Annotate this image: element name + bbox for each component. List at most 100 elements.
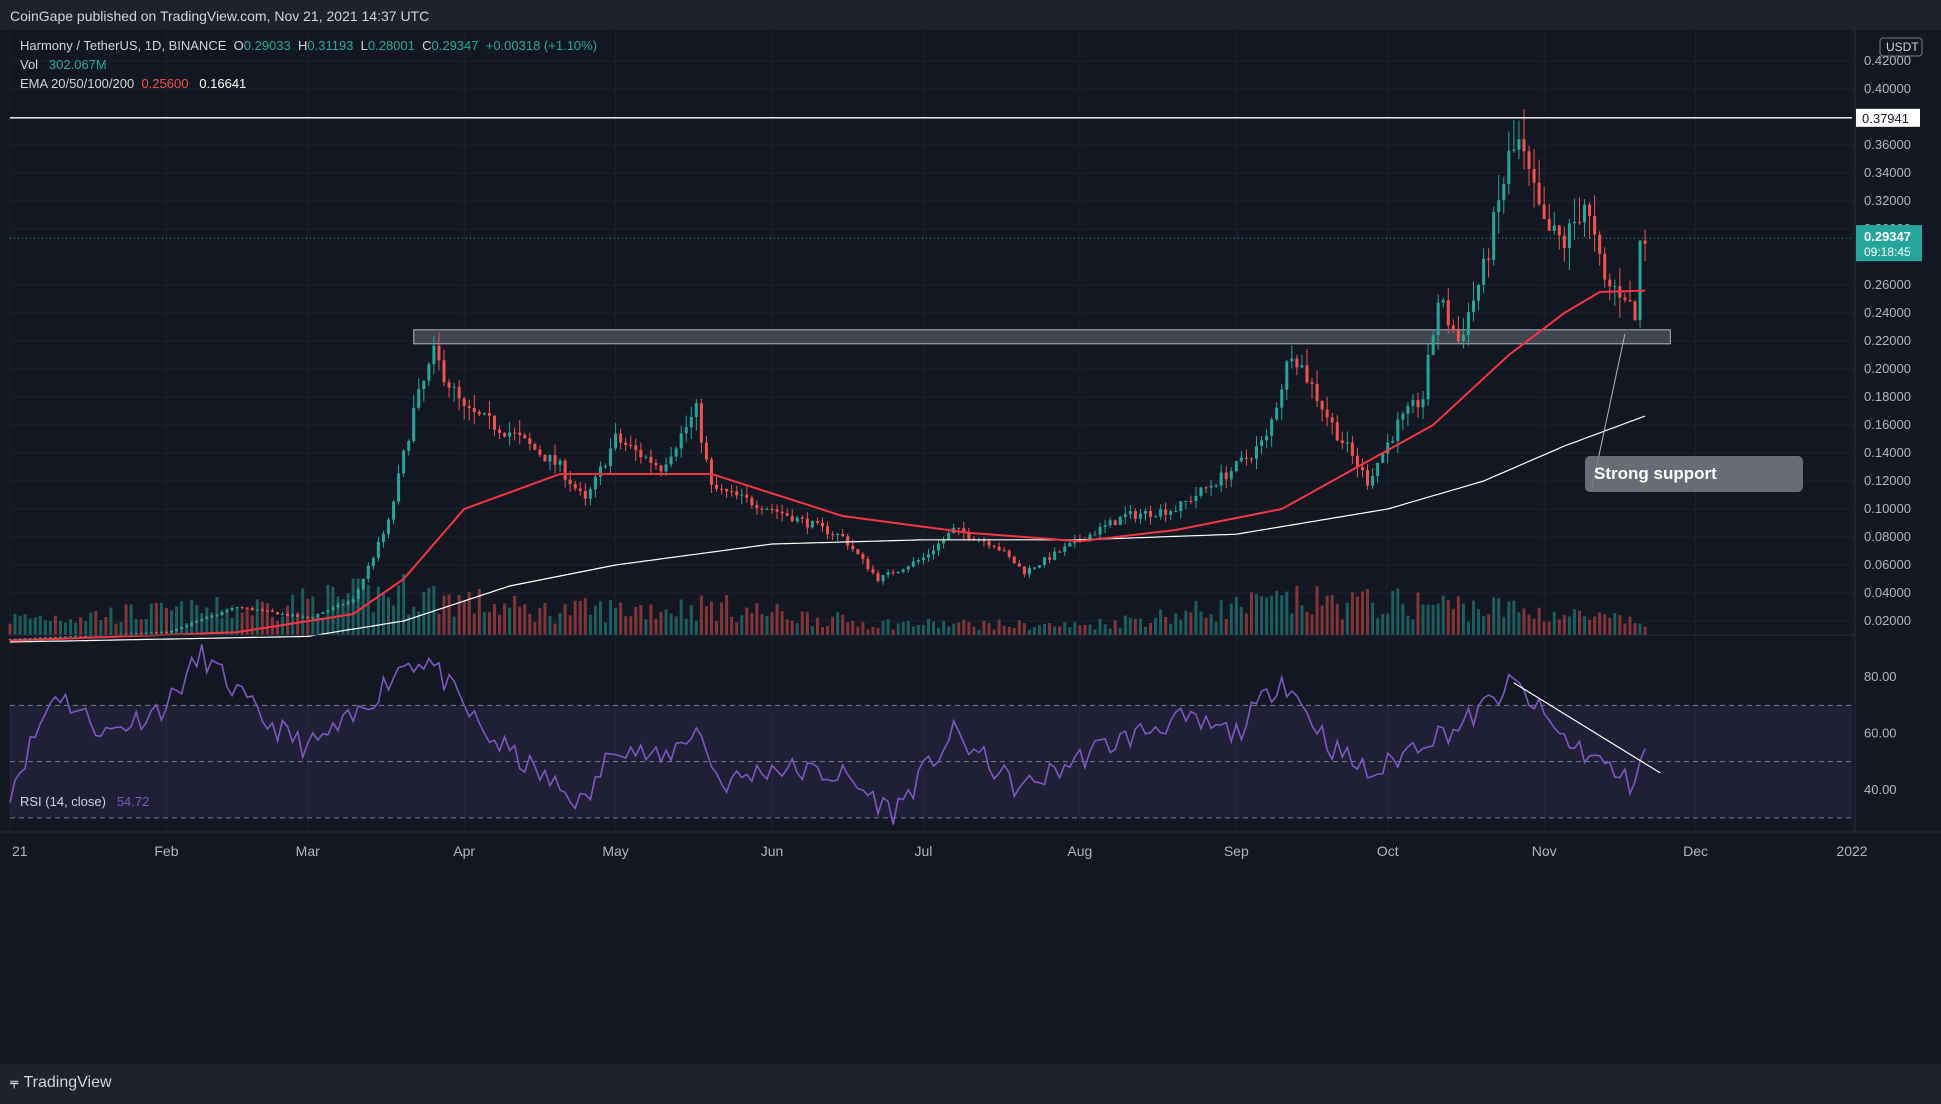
volume-bar <box>1497 598 1501 635</box>
volume-bar <box>598 601 602 635</box>
volume-bar <box>1189 612 1193 635</box>
volume-bar <box>750 612 754 635</box>
volume-bar <box>593 605 597 635</box>
candle-body <box>492 415 496 430</box>
volume-bar <box>603 622 607 635</box>
candle-body <box>18 638 22 640</box>
candle-body <box>735 491 739 496</box>
candle-body <box>654 462 658 466</box>
volume-bar <box>482 612 486 635</box>
countdown-label: 09:18:45 <box>1864 245 1911 259</box>
volume-bar <box>957 622 961 635</box>
volume-bar <box>972 626 976 635</box>
candle-body <box>149 632 153 634</box>
current-price-tag <box>1856 225 1922 262</box>
volume-bar <box>1098 618 1102 635</box>
candle-body <box>523 435 527 439</box>
candle-body <box>462 398 466 406</box>
candle-body <box>1441 300 1445 303</box>
candle-body <box>997 546 1001 551</box>
candle-body <box>1643 240 1647 244</box>
candle-body <box>1022 566 1026 575</box>
candle-body <box>215 614 219 616</box>
candle-body <box>1270 419 1274 436</box>
candle-body <box>947 533 951 540</box>
candle-body <box>1300 365 1304 368</box>
volume-bar <box>185 622 189 635</box>
candle-body <box>538 449 542 456</box>
volume-bar <box>1628 616 1632 635</box>
rsi-trendline <box>1513 682 1661 774</box>
volume-bar <box>1330 595 1334 635</box>
candle-body <box>336 604 340 608</box>
volume-bar <box>992 629 996 635</box>
price-chart[interactable]: Strong support 0.42000 0.40000 0.36000 0.34… <box>0 30 1941 1064</box>
volume-bar <box>790 620 794 635</box>
candle-body <box>498 429 502 433</box>
candle-body <box>1133 511 1137 519</box>
change-value: +0.00318 (+1.10%) <box>485 38 598 53</box>
volume-bar <box>1557 619 1561 635</box>
candle-body <box>386 519 390 534</box>
volume-bar <box>649 604 653 635</box>
rsi-value: 54.72 <box>116 794 150 809</box>
volume-bar <box>139 619 143 635</box>
candle-body <box>1572 222 1576 224</box>
volume-bar <box>826 626 830 635</box>
volume-bar <box>1048 623 1052 635</box>
candle-body <box>1255 446 1259 459</box>
volume-bar <box>144 619 148 635</box>
volume-bar <box>715 621 719 635</box>
rsi-label: RSI (14, close) <box>20 794 106 809</box>
time-tick-label: Oct <box>1377 843 1399 859</box>
candle-body <box>245 607 249 609</box>
volume-bar <box>1108 628 1112 635</box>
volume-bar <box>644 619 648 635</box>
candle-body <box>346 601 350 605</box>
volume-bar <box>472 613 476 635</box>
candle-body <box>1194 495 1198 502</box>
candle-body <box>1638 240 1642 321</box>
annotation-label: Strong support <box>1594 464 1717 483</box>
candle-body <box>1239 457 1243 462</box>
time-tick-label: Jul <box>914 843 932 859</box>
tradingview-logo[interactable]: ⫧ TradingView <box>10 1074 112 1092</box>
candle-body <box>896 571 900 574</box>
candle-body <box>487 413 491 416</box>
volume-bar <box>1618 615 1622 635</box>
volume-bar <box>1623 623 1627 635</box>
volume-bar <box>1396 588 1400 635</box>
candle-body <box>482 413 486 415</box>
volume-bar <box>1608 617 1612 635</box>
candle-body <box>1088 534 1092 541</box>
volume-bar <box>13 614 17 635</box>
volume-bar <box>1512 600 1516 635</box>
volume-bar <box>1572 609 1576 635</box>
vol-label: Vol <box>20 57 39 72</box>
time-tick-label: Mar <box>296 843 320 859</box>
candle-body <box>1118 517 1122 526</box>
volume-bar <box>558 612 562 635</box>
volume-bar <box>1285 591 1289 635</box>
candle-body <box>13 638 17 640</box>
volume-bar <box>1038 625 1042 635</box>
candle-body <box>548 455 552 462</box>
candle-body <box>1628 300 1632 302</box>
volume-bar <box>104 617 108 635</box>
candle-body <box>725 488 729 492</box>
candle-body <box>94 635 98 637</box>
candle-body <box>159 632 163 634</box>
volume-bar <box>952 623 956 635</box>
volume-bar <box>1542 621 1546 635</box>
volume-bar <box>851 621 855 635</box>
candle-body <box>1330 417 1334 423</box>
volume-bar <box>1204 617 1208 635</box>
volume-bar <box>1487 614 1491 635</box>
volume-bar <box>1583 616 1587 635</box>
candle-body <box>1396 419 1400 442</box>
candle-body <box>1426 354 1430 400</box>
volume-bar <box>1164 616 1168 635</box>
volume-bar <box>58 620 62 635</box>
volume-bar <box>1381 614 1385 635</box>
volume-bar <box>205 607 209 635</box>
